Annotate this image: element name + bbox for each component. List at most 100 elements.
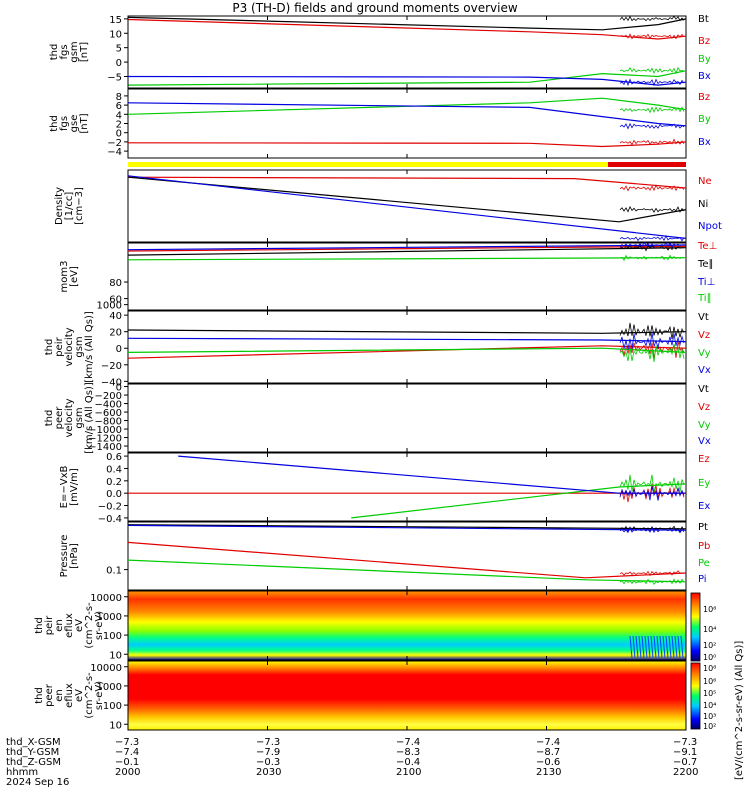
xaxis-value: 2200 [673,767,698,778]
ytick-label: 40 [109,311,122,322]
series-noise-Bx [620,124,684,129]
panel-frame [128,89,686,158]
panel-frame [128,453,686,521]
ytick-label: 20 [109,328,122,339]
ytick-label: −0.2 [98,502,122,513]
mode-bar-slow-survey [128,162,608,167]
ylabel-line: sr-eV) [94,611,105,640]
colorbar: 10⁸ 10⁴ 10² 10⁰ 10⁸ 10⁶ 10⁵ 10⁴ 10³ 10² … [691,593,745,780]
legend-By: By [698,54,711,65]
colorbar-tick: 10⁶ [703,677,716,686]
ylabel-line: [nPa] [69,543,80,569]
ylabel-line: sr-eV) [94,681,105,710]
series-line-Ne [128,177,686,188]
colorbar-tick: 10⁸ [703,664,716,673]
ytick-label: 10 [109,650,122,661]
ytick-label: 0.1 [106,566,122,577]
panel-frame [128,311,686,383]
ylabel-line: [nT] [79,42,90,62]
legend-Pb: Pb [698,541,710,552]
date-label: 2024 Sep 16 [6,777,69,788]
legend-Bx: Bx [698,71,711,82]
colorbar-label: [eV/(cm^2-s-sr-eV) (All Qs)] [734,641,745,780]
series-line-Vx [128,338,686,341]
ytick-label: 0.2 [106,477,122,488]
series-line-Ti∥ [128,258,686,260]
series-line-Vy [128,348,686,352]
legend-Te⊥: Te⊥ [697,241,717,252]
colorbar-lower [691,663,700,729]
legend-Pi: Pi [698,574,707,585]
xaxis-value: 2130 [536,767,561,778]
legend-Vz: Vz [698,402,710,413]
series-noise-By [620,68,684,73]
series-line-Bx [128,77,686,86]
colorbar-tick: 10⁰ [703,653,716,662]
xaxis-value: 2000 [115,767,140,778]
series-noise-Bt [620,16,684,20]
series-noise-Ne [620,185,684,190]
legend-Vy: Vy [698,348,711,359]
ytick-label: 15 [109,15,122,26]
ylabel-line: [cm−3] [74,187,85,225]
legend-Bz: Bz [698,36,710,47]
panel-peir-eflux: 10000 1000 100 10 thd peir en eflux eV (cm^2-s-sr… [34,591,686,661]
colorbar-tick: 10⁸ [703,605,716,614]
series-noise-By [620,107,684,112]
panel-temperature: 1000 mom3 [eV] Te⊥ Te∥ Ti⊥ Ti∥ [59,241,717,312]
colorbar-tick: 10² [703,641,716,650]
ytick-label: 0.6 [106,452,122,463]
legend-By: By [698,114,711,125]
legend-Pt: Pt [698,522,708,533]
ytick-label: −0.4 [98,514,122,525]
ytick-label: 0.4 [106,464,122,475]
ytick-label: 100 [103,701,122,712]
colorbar-tick: 10⁵ [703,689,716,698]
legend-Vx: Vx [698,436,711,447]
legend-Vz: Vz [698,330,710,341]
ytick-label: 0 [116,58,122,69]
spectrogram [128,591,686,660]
legend-Bz: Bz [698,92,710,103]
ytick-label: −20 [101,361,122,372]
series-line-By [128,71,686,85]
ytick-label: 80 [109,278,122,289]
colorbar-upper [691,593,700,661]
ytick-label: 5 [116,44,122,55]
panel-frame [128,384,686,452]
legend-Bt: Bt [698,14,709,25]
panel-efield: 0.60.40.20.0−0.2−0.4E=−VxB [mV/m]EzEyEx [59,452,710,525]
figure-title: P3 (TH-D) fields and ground moments over… [232,1,517,15]
panel-density: Density [1/cc] [cm−3]NeNiNpot [54,170,722,242]
legend-Ey: Ey [698,478,710,489]
series-line-Ni [128,177,686,222]
xaxis-value: 2100 [396,767,421,778]
legend-Vx: Vx [698,365,711,376]
legend-Ti∥: Ti∥ [697,293,712,304]
legend-Ez: Ez [698,454,710,465]
spectrogram [128,661,686,730]
ytick-label: 0 [116,344,122,355]
ytick-label: 10 [109,29,122,40]
panel-fgs: 151050−5thd fgs gsm [nT]BtBzByBx [49,14,711,88]
series-noise-Bz [620,139,684,144]
legend-Pe: Pe [698,558,710,569]
xaxis-table: thd_X-GSM thd_Y-GSM thd_Z-GSM hhmm 2024 … [6,737,698,788]
ytick-label: 100 [103,631,122,642]
ytick-label: 10 [109,720,122,731]
panel-frame [128,243,686,310]
ytick-label: −5 [107,72,122,83]
mode-bar-fast-survey [608,162,686,167]
legend-Vt: Vt [698,384,709,395]
ylabel-line: [eV] [69,266,80,287]
panel-peer-eflux: 10000 1000 100 10 thd peer en eflux eV (cm^2-s-sr… [34,661,686,731]
ylabel-line: [mV/m] [69,468,80,506]
panel-fgs-gse: 86420−2−4thd fgs gse [nT]BzByBx [49,89,711,158]
colorbar-tick: 10² [703,722,716,731]
series-line-Npot [128,176,686,239]
legend-Vy: Vy [698,420,711,431]
series-line-Bx [128,103,686,126]
ytick-label: 0.0 [106,489,122,500]
colorbar-tick: 10⁴ [703,625,716,634]
